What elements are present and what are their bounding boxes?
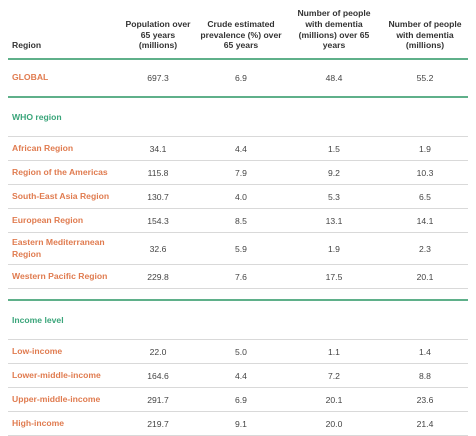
header-row: Region Population over 65 years (million… (8, 8, 468, 60)
cell-prevalence: 4.4 (196, 363, 286, 388)
cell-population: 219.7 (120, 411, 196, 436)
cell-prevalence: 7.6 (196, 264, 286, 289)
cell-dementia-total: 8.8 (382, 363, 468, 388)
row-label: Low-income (8, 339, 120, 364)
table-header: Region Population over 65 years (million… (8, 8, 468, 60)
table-row: High-income 219.7 9.1 20.0 21.4 (8, 411, 468, 436)
cell-population: 115.8 (120, 160, 196, 185)
cell-prevalence: 6.9 (196, 387, 286, 412)
cell-population: 32.6 (120, 232, 196, 265)
cell-prevalence: 4.4 (196, 136, 286, 161)
cell-dementia-total: 10.3 (382, 160, 468, 185)
table-row: South-East Asia Region 130.7 4.0 5.3 6.5 (8, 184, 468, 209)
row-label: Eastern Mediterranean Region (8, 232, 120, 265)
cell-prevalence: 5.9 (196, 232, 286, 265)
cell-dementia-total: 20.1 (382, 264, 468, 289)
cell-dementia-over-65: 9.2 (286, 160, 382, 185)
cell-dementia-over-65: 5.3 (286, 184, 382, 209)
global-row: GLOBAL 697.3 6.9 48.4 55.2 (8, 59, 468, 98)
cell-dementia-over-65: 17.5 (286, 264, 382, 289)
cell-population: 697.3 (120, 59, 196, 98)
table-row: Western Pacific Region 229.8 7.6 17.5 20… (8, 264, 468, 289)
table-row: European Region 154.3 8.5 13.1 14.1 (8, 208, 468, 233)
dementia-prevalence-table-page: Region Population over 65 years (million… (8, 8, 468, 436)
cell-dementia-over-65: 13.1 (286, 208, 382, 233)
header-dementia-total: Number of people with dementia (millions… (382, 8, 468, 60)
row-label: Western Pacific Region (8, 264, 120, 289)
table-row: Eastern Mediterranean Region 32.6 5.9 1.… (8, 232, 468, 265)
cell-dementia-over-65: 1.5 (286, 136, 382, 161)
cell-dementia-over-65: 48.4 (286, 59, 382, 98)
cell-prevalence: 7.9 (196, 160, 286, 185)
cell-dementia-total: 21.4 (382, 411, 468, 436)
table-row: Upper-middle-income 291.7 6.9 20.1 23.6 (8, 387, 468, 412)
cell-prevalence: 4.0 (196, 184, 286, 209)
table-row: African Region 34.1 4.4 1.5 1.9 (8, 136, 468, 161)
header-dementia-over-65: Number of people with dementia (millions… (286, 8, 382, 60)
cell-population: 291.7 (120, 387, 196, 412)
cell-population: 34.1 (120, 136, 196, 161)
section-title: Income level (8, 300, 468, 340)
dementia-prevalence-table: Region Population over 65 years (million… (8, 8, 468, 436)
cell-dementia-over-65: 1.1 (286, 339, 382, 364)
row-label: High-income (8, 411, 120, 436)
cell-dementia-total: 2.3 (382, 232, 468, 265)
cell-population: 22.0 (120, 339, 196, 364)
row-label: Lower-middle-income (8, 363, 120, 388)
cell-prevalence: 8.5 (196, 208, 286, 233)
cell-dementia-total: 23.6 (382, 387, 468, 412)
cell-dementia-over-65: 20.0 (286, 411, 382, 436)
header-prevalence: Crude estimated prevalence (%) over 65 y… (196, 8, 286, 60)
cell-dementia-total: 14.1 (382, 208, 468, 233)
row-label: South-East Asia Region (8, 184, 120, 209)
cell-population: 130.7 (120, 184, 196, 209)
cell-dementia-total: 55.2 (382, 59, 468, 98)
cell-dementia-total: 1.9 (382, 136, 468, 161)
cell-population: 154.3 (120, 208, 196, 233)
cell-dementia-total: 1.4 (382, 339, 468, 364)
row-label: Upper-middle-income (8, 387, 120, 412)
divider-cell (8, 288, 468, 301)
row-label: African Region (8, 136, 120, 161)
header-region: Region (8, 8, 120, 60)
cell-prevalence: 9.1 (196, 411, 286, 436)
row-label: GLOBAL (8, 59, 120, 98)
cell-dementia-over-65: 20.1 (286, 387, 382, 412)
section-header-who-region: WHO region (8, 97, 468, 137)
section-title: WHO region (8, 97, 468, 137)
table-row: Low-income 22.0 5.0 1.1 1.4 (8, 339, 468, 364)
row-label: Region of the Americas (8, 160, 120, 185)
section-divider (8, 288, 468, 301)
cell-dementia-total: 6.5 (382, 184, 468, 209)
cell-prevalence: 5.0 (196, 339, 286, 364)
header-population: Population over 65 years (millions) (120, 8, 196, 60)
cell-prevalence: 6.9 (196, 59, 286, 98)
table-row: Region of the Americas 115.8 7.9 9.2 10.… (8, 160, 468, 185)
section-header-income-level: Income level (8, 300, 468, 340)
cell-population: 164.6 (120, 363, 196, 388)
cell-dementia-over-65: 1.9 (286, 232, 382, 265)
cell-population: 229.8 (120, 264, 196, 289)
row-label: European Region (8, 208, 120, 233)
table-row: Lower-middle-income 164.6 4.4 7.2 8.8 (8, 363, 468, 388)
cell-dementia-over-65: 7.2 (286, 363, 382, 388)
